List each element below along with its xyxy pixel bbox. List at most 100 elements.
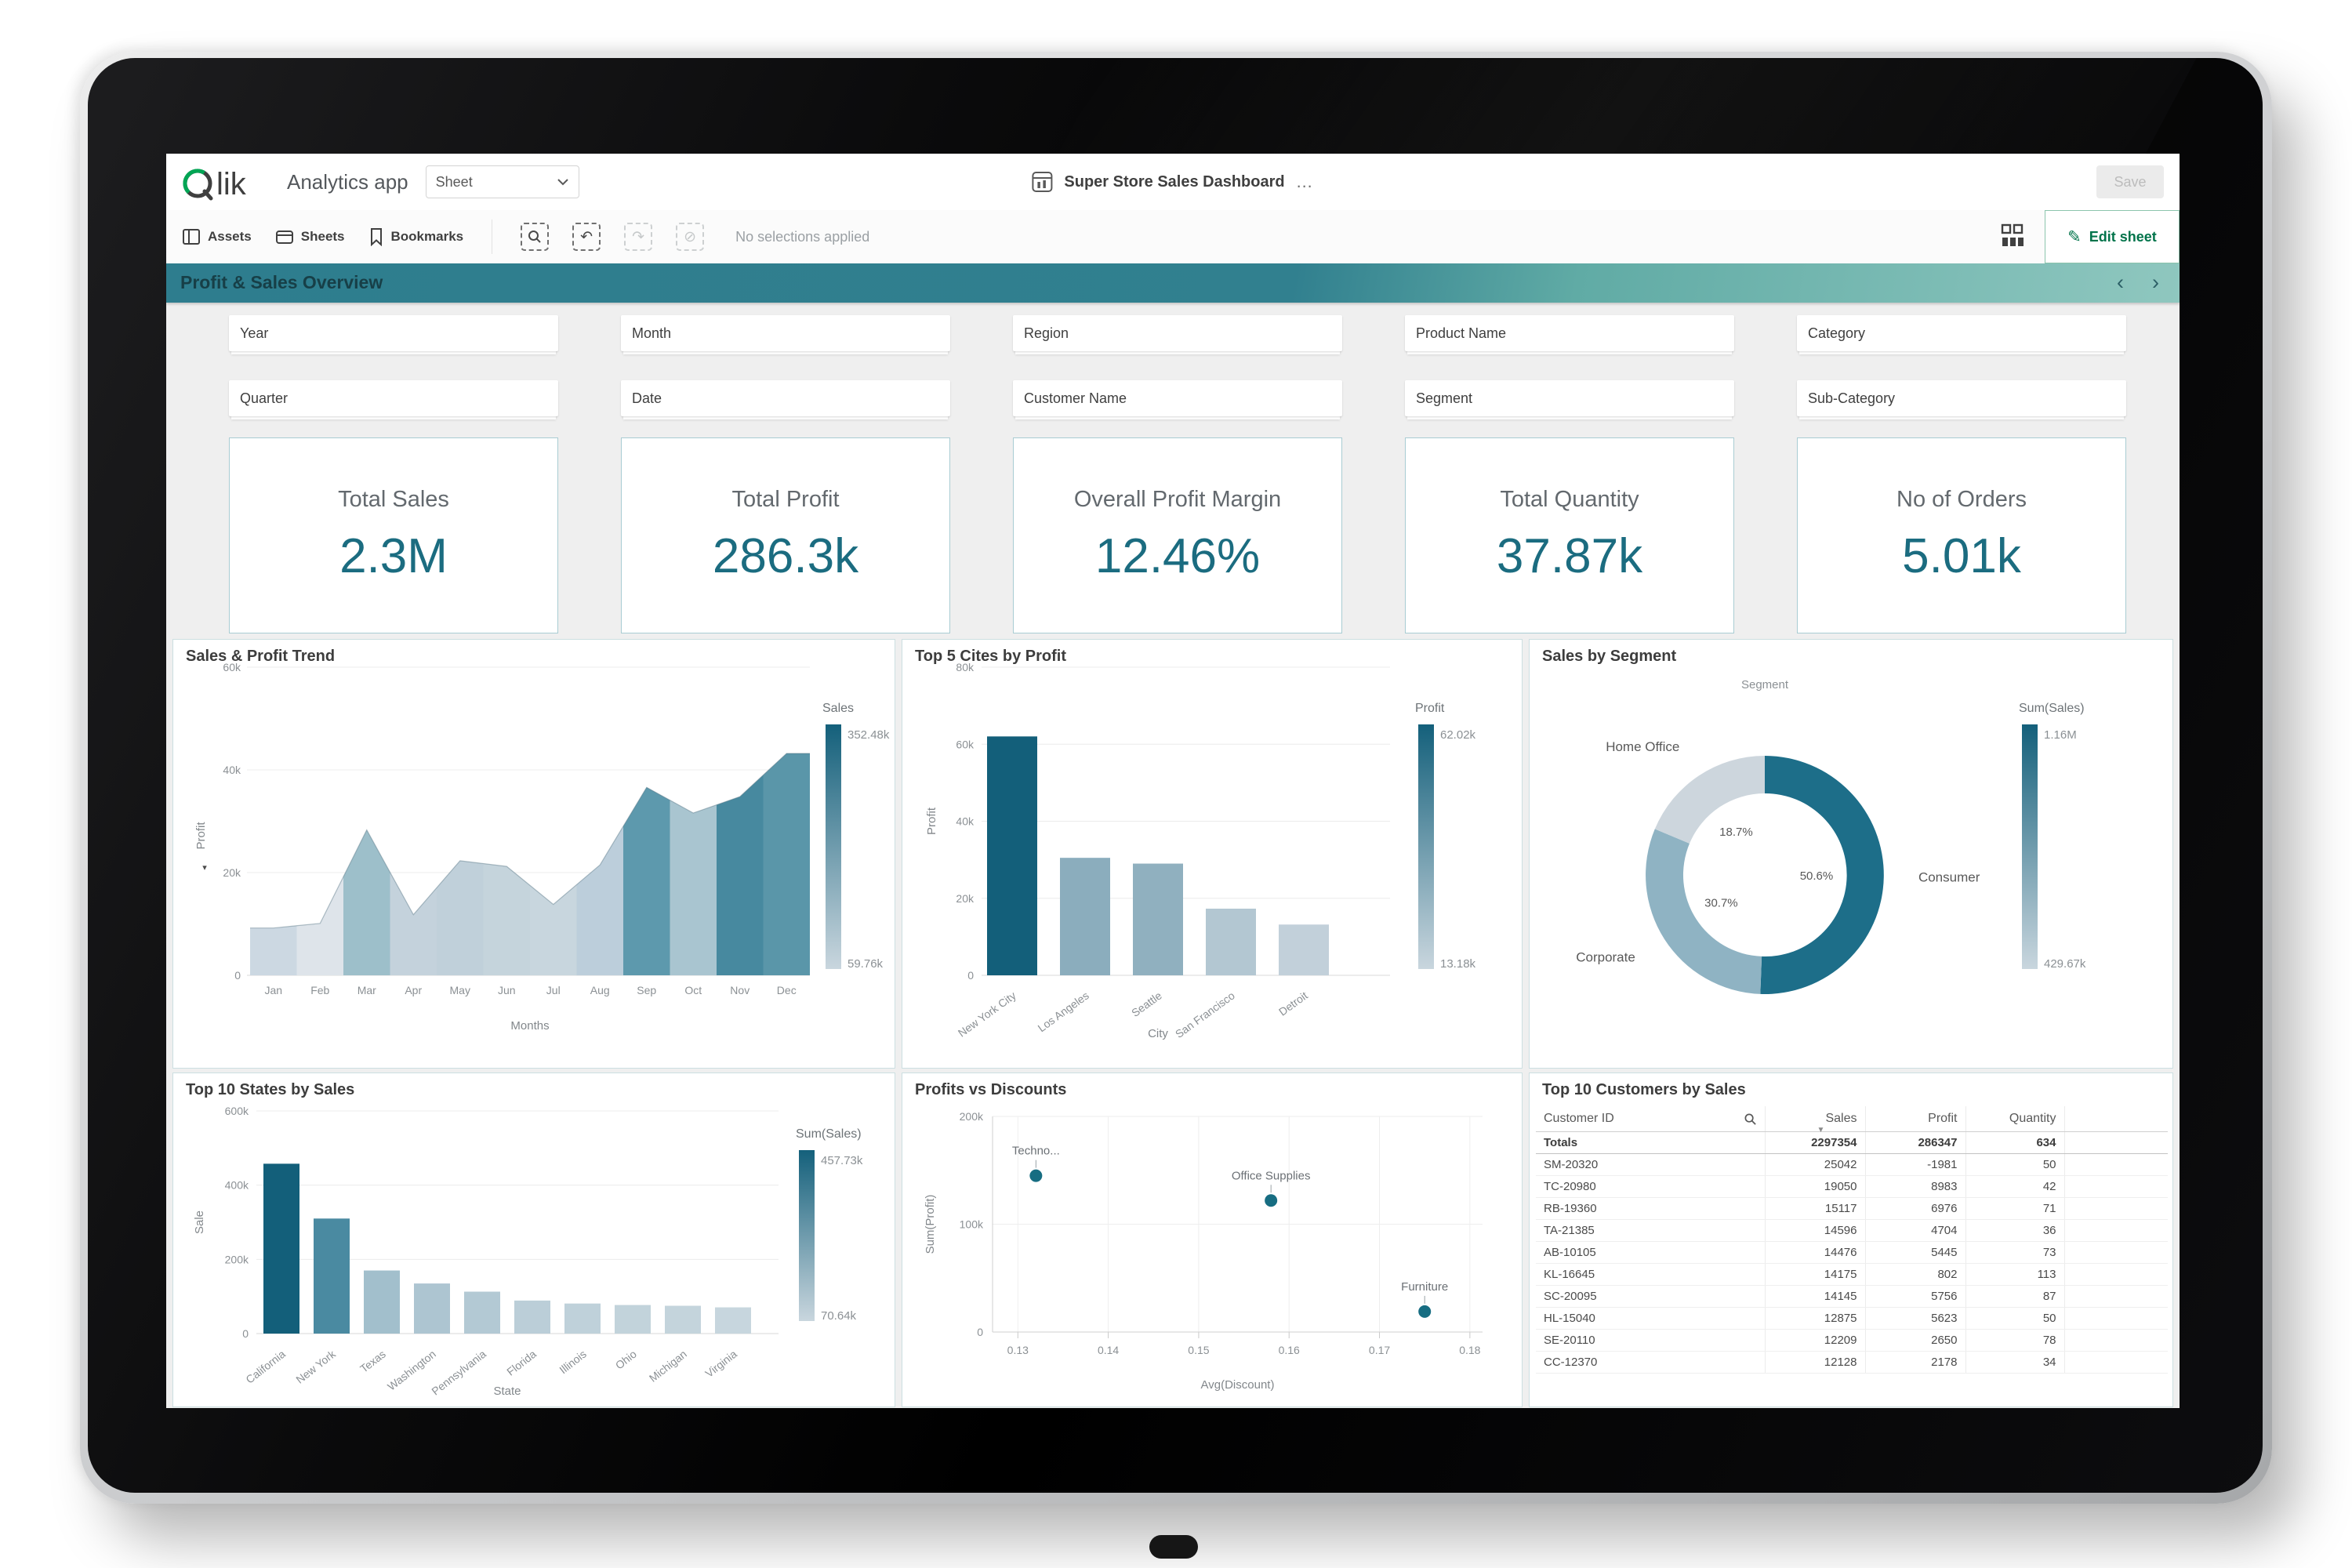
assets-icon [183,229,200,245]
sales-by-segment-donut[interactable]: Segment 50.6% Consumer 30.7% Corporate 18.7% H… [1530,640,2172,1068]
search-icon[interactable] [1744,1112,1757,1126]
filter-category[interactable]: Category [1797,315,2126,351]
svg-text:0.18: 0.18 [1459,1344,1480,1356]
svg-text:Mar: Mar [358,984,376,996]
filter-sub-category[interactable]: Sub-Category [1797,380,2126,416]
table-row[interactable]: SM-20320 25042 -1981 50 [1536,1153,2168,1176]
svg-text:Los Angeles: Los Angeles [1036,989,1091,1034]
svg-text:Office Supplies: Office Supplies [1232,1169,1311,1182]
kpi-label: Total Quantity [1500,487,1639,512]
top10-customers-table-panel[interactable]: Top 10 Customers by Sales Customer ID Sal… [1529,1073,2173,1407]
save-button[interactable]: Save [2096,165,2164,198]
undo-arrow-icon: ↶ [580,228,593,245]
svg-text:Illinois: Illinois [557,1348,589,1377]
svg-text:New York: New York [293,1347,338,1386]
step-back-selection-button[interactable]: ↶ [572,223,601,251]
top5-cities-profit-chart[interactable]: 0 20k 40k 60k 80k New York City Los Angeles Sea… [902,640,1522,1068]
table-row[interactable]: CC-12370 12128 2178 34 [1536,1351,2168,1374]
bookmarks-label: Bookmarks [390,229,464,244]
sales-profit-trend-panel[interactable]: Sales & Profit Trend 0 20k 40k 60k Jan Feb Mar… [172,639,895,1069]
filter-product-name[interactable]: Product Name [1405,315,1734,351]
column-header-sales[interactable]: Sales [1764,1106,1865,1132]
kpi-label: No of Orders [1896,487,2027,512]
svg-text:Apr: Apr [405,984,422,996]
filter-month[interactable]: Month [621,315,950,351]
table-row[interactable]: RB-19360 15117 6976 71 [1536,1197,2168,1220]
previous-sheet-arrow[interactable]: ‹ [2117,270,2124,294]
svg-text:Sale: Sale [193,1210,206,1234]
svg-text:Nov: Nov [730,984,750,996]
svg-text:Home Office: Home Office [1606,739,1679,754]
column-header-customer-id[interactable]: Customer ID [1536,1106,1765,1132]
table-row[interactable]: KL-16645 14175 802 113 [1536,1263,2168,1286]
sales-profit-trend-chart[interactable]: 0 20k 40k 60k Jan Feb Mar Apr May Jun Jul Aug Sep Oct… [173,640,895,1068]
table-row[interactable]: TA-21385 14596 4704 36 [1536,1219,2168,1242]
svg-text:Aug: Aug [590,984,610,996]
edit-sheet-button[interactable]: ✎ Edit sheet [2045,210,2180,263]
step-forward-selection-button[interactable]: ↷ [624,223,653,251]
next-sheet-arrow[interactable]: › [2152,270,2159,294]
svg-text:Jun: Jun [498,984,516,996]
grid-icon [2001,223,2024,246]
svg-text:Florida: Florida [504,1348,539,1378]
kpi-total-profit: Total Profit 286.3k [621,437,950,633]
sales-by-segment-panel[interactable]: Sales by Segment Segment 50.6% Consumer 30.… [1529,639,2173,1069]
svg-text:429.67k: 429.67k [2044,957,2086,971]
kpi-label: Total Sales [338,487,449,512]
filter-segment[interactable]: Segment [1405,380,1734,416]
profits-vs-discounts-chart[interactable]: 0.13 0.14 0.15 0.16 0.17 0.18 0 100k 200k Techno.… [902,1073,1522,1406]
clear-circle-icon: ⊘ [684,228,697,245]
svg-text:Ohio: Ohio [613,1348,639,1372]
bookmarks-button[interactable]: Bookmarks [368,227,464,246]
app-screen: lik Analytics app Sheet [166,154,2180,1408]
top5-cities-profit-panel[interactable]: Top 5 Cites by Profit 0 20k 40k 60k 80k New Y… [902,639,1523,1069]
more-options-button[interactable]: … [1295,172,1315,191]
svg-text:New York City: New York City [956,989,1018,1039]
svg-text:352.48k: 352.48k [848,728,890,742]
filter-year[interactable]: Year [229,315,558,351]
table-row[interactable]: AB-10105 14476 5445 73 [1536,1241,2168,1264]
clear-selections-button[interactable]: ⊘ [676,223,705,251]
profits-vs-discounts-panel[interactable]: Profits vs Discounts 0.13 0.14 0.15 0.16 0.1… [902,1073,1523,1407]
svg-text:Oct: Oct [684,984,702,996]
svg-text:California: California [243,1348,288,1386]
customers-table[interactable]: Customer ID Sales Profit Quantity Totals 2297… [1536,1106,2168,1403]
column-header-profit[interactable]: Profit [1864,1106,1965,1132]
chart-title: Top 5 Cites by Profit [915,648,1066,665]
table-row[interactable]: HL-15040 12875 5623 50 [1536,1307,2168,1330]
filter-quarter[interactable]: Quarter [229,380,558,416]
sheet-grid-toggle-button[interactable] [1999,223,2026,253]
svg-text:400k: 400k [225,1179,249,1192]
search-icon [528,230,541,243]
kpi-value: 2.3M [339,529,448,583]
svg-text:Jul: Jul [546,984,561,996]
svg-text:Profit: Profit [1415,702,1445,715]
table-header-row: Customer ID Sales Profit Quantity [1536,1106,2168,1132]
svg-text:Profit: Profit [925,807,938,835]
smart-search-selections-button[interactable] [521,223,550,251]
chart-title: Top 10 States by Sales [186,1081,355,1098]
table-row[interactable]: SE-20110 12209 2650 78 [1536,1329,2168,1352]
svg-text:80k: 80k [956,661,975,673]
svg-text:60k: 60k [956,738,975,750]
column-header-quantity[interactable]: Quantity [1965,1106,2064,1132]
svg-text:100k: 100k [960,1218,984,1231]
filter-date[interactable]: Date [621,380,950,416]
table-row[interactable]: TC-20980 19050 8983 42 [1536,1175,2168,1198]
sheets-icon [275,230,293,244]
svg-text:0: 0 [242,1327,249,1340]
svg-text:Avg(Discount): Avg(Discount) [1201,1378,1275,1392]
redo-arrow-icon: ↷ [632,228,645,245]
sheet-selector[interactable]: Sheet [425,165,579,198]
sheet-selector-value: Sheet [435,173,473,190]
svg-text:Texas: Texas [358,1348,388,1375]
sheets-button[interactable]: Sheets [275,227,345,246]
table-row[interactable]: SC-20095 14145 5756 87 [1536,1285,2168,1308]
filter-customer-name[interactable]: Customer Name [1013,380,1342,416]
document-title: Super Store Sales Dashboard [1064,172,1285,191]
top10-states-sales-panel[interactable]: Top 10 States by Sales 0 200k 400k 600k Cali… [172,1073,895,1407]
assets-button[interactable]: Assets [182,227,252,246]
filter-region[interactable]: Region [1013,315,1342,351]
